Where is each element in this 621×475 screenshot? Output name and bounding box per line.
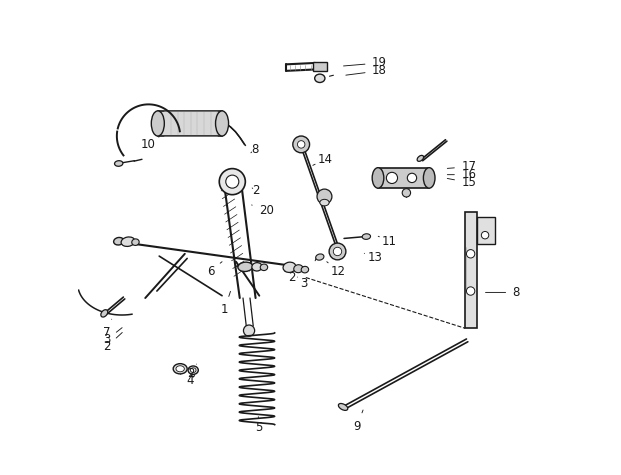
Circle shape	[219, 169, 245, 195]
Circle shape	[317, 189, 332, 204]
Circle shape	[466, 249, 475, 258]
Text: 6: 6	[207, 262, 222, 277]
Text: 15: 15	[447, 176, 476, 189]
Ellipse shape	[114, 238, 124, 245]
Bar	[477, 218, 496, 245]
Text: 8: 8	[486, 286, 520, 299]
Ellipse shape	[121, 237, 135, 247]
Ellipse shape	[372, 168, 384, 188]
Ellipse shape	[424, 168, 435, 188]
Ellipse shape	[152, 111, 165, 136]
Ellipse shape	[320, 200, 329, 206]
Text: 12: 12	[327, 262, 346, 277]
Text: 4: 4	[187, 374, 195, 388]
Circle shape	[386, 172, 397, 183]
Text: 9: 9	[353, 410, 363, 433]
Text: 17: 17	[447, 160, 476, 173]
Ellipse shape	[114, 161, 123, 166]
Ellipse shape	[315, 74, 325, 83]
Ellipse shape	[294, 265, 303, 273]
Text: 2: 2	[285, 271, 296, 284]
Text: 2: 2	[187, 364, 196, 380]
Text: 2: 2	[252, 184, 260, 198]
Ellipse shape	[260, 264, 268, 271]
Text: 5: 5	[255, 417, 262, 434]
Text: 13: 13	[365, 250, 382, 264]
Text: 14: 14	[313, 153, 333, 166]
Ellipse shape	[176, 366, 184, 372]
Ellipse shape	[101, 310, 107, 317]
Text: 3: 3	[297, 276, 307, 290]
Ellipse shape	[283, 262, 296, 273]
Circle shape	[226, 175, 239, 188]
Circle shape	[402, 189, 410, 197]
Bar	[465, 212, 477, 328]
Text: 16: 16	[447, 168, 476, 181]
Bar	[158, 111, 222, 136]
Text: 1: 1	[220, 291, 230, 316]
Text: 10: 10	[141, 137, 159, 151]
Text: 8: 8	[251, 142, 258, 155]
Circle shape	[333, 247, 342, 256]
Circle shape	[293, 136, 310, 153]
Bar	[313, 62, 327, 71]
Ellipse shape	[315, 254, 324, 260]
Ellipse shape	[417, 155, 424, 162]
Text: 18: 18	[346, 64, 387, 77]
Text: 3: 3	[103, 328, 122, 346]
Bar	[378, 168, 429, 188]
Ellipse shape	[191, 368, 196, 372]
Text: 20: 20	[252, 204, 274, 217]
Circle shape	[329, 243, 346, 260]
Text: 19: 19	[343, 57, 387, 69]
Text: 2: 2	[103, 332, 122, 353]
Text: 7: 7	[103, 319, 112, 339]
Ellipse shape	[132, 239, 139, 246]
Circle shape	[466, 287, 475, 295]
Circle shape	[243, 325, 255, 336]
Ellipse shape	[173, 364, 187, 374]
Ellipse shape	[215, 111, 229, 136]
Ellipse shape	[301, 266, 309, 273]
Ellipse shape	[238, 262, 253, 272]
Ellipse shape	[338, 403, 348, 410]
Ellipse shape	[188, 366, 198, 374]
Circle shape	[297, 141, 305, 148]
Text: 11: 11	[378, 235, 397, 248]
Ellipse shape	[252, 263, 262, 271]
Ellipse shape	[362, 234, 371, 239]
Circle shape	[481, 231, 489, 239]
Circle shape	[407, 173, 417, 182]
